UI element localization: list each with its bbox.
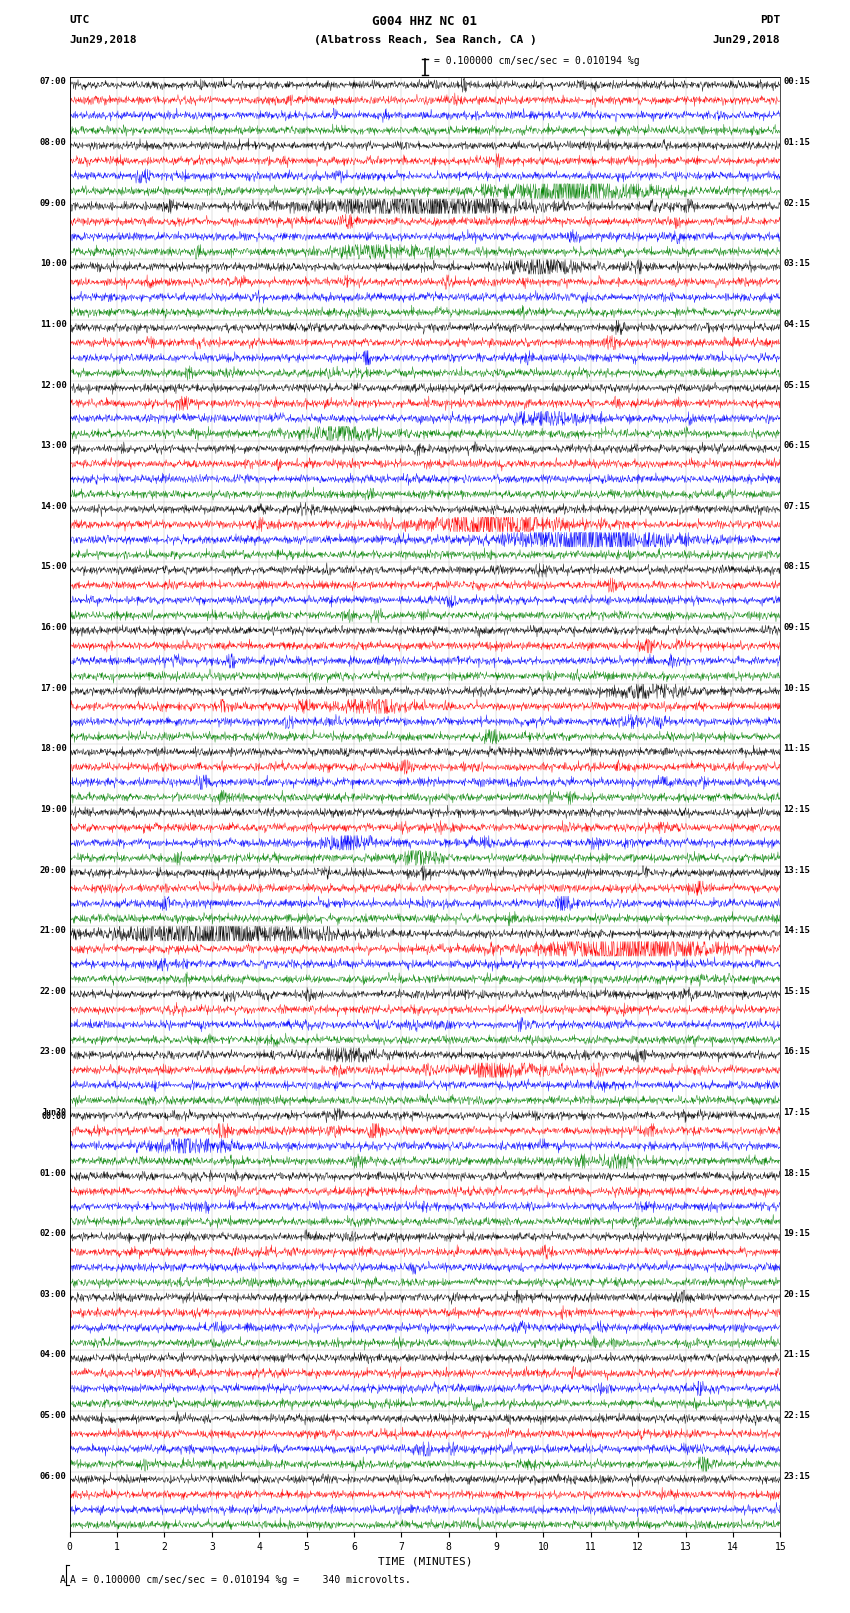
Text: 05:00: 05:00: [40, 1411, 67, 1419]
Text: 16:00: 16:00: [40, 623, 67, 632]
Text: 14:00: 14:00: [40, 502, 67, 511]
Text: 18:00: 18:00: [40, 744, 67, 753]
Text: (Albatross Reach, Sea Ranch, CA ): (Albatross Reach, Sea Ranch, CA ): [314, 35, 536, 45]
Text: 23:15: 23:15: [783, 1471, 810, 1481]
Text: 18:15: 18:15: [783, 1168, 810, 1177]
Text: 15:00: 15:00: [40, 563, 67, 571]
Text: 01:15: 01:15: [783, 139, 810, 147]
Text: 06:15: 06:15: [783, 440, 810, 450]
Text: 02:15: 02:15: [783, 198, 810, 208]
Text: 12:00: 12:00: [40, 381, 67, 389]
Text: 13:15: 13:15: [783, 866, 810, 874]
Text: 22:15: 22:15: [783, 1411, 810, 1419]
Text: UTC: UTC: [70, 16, 90, 26]
Text: 11:00: 11:00: [40, 319, 67, 329]
Text: 04:00: 04:00: [40, 1350, 67, 1360]
Text: 13:00: 13:00: [40, 440, 67, 450]
Text: PDT: PDT: [760, 16, 780, 26]
Text: 16:15: 16:15: [783, 1047, 810, 1057]
Text: 10:15: 10:15: [783, 684, 810, 692]
Text: 07:00: 07:00: [40, 77, 67, 87]
Text: 00:00: 00:00: [42, 1113, 67, 1121]
Text: 09:15: 09:15: [783, 623, 810, 632]
Text: 03:00: 03:00: [40, 1290, 67, 1298]
X-axis label: TIME (MINUTES): TIME (MINUTES): [377, 1557, 473, 1566]
Text: 19:15: 19:15: [783, 1229, 810, 1239]
Text: 20:15: 20:15: [783, 1290, 810, 1298]
Text: 02:00: 02:00: [40, 1229, 67, 1239]
Text: 23:00: 23:00: [40, 1047, 67, 1057]
Text: Jun29,2018: Jun29,2018: [70, 35, 137, 45]
Text: A: A: [60, 1574, 65, 1584]
Text: Jun29,2018: Jun29,2018: [713, 35, 780, 45]
Text: 01:00: 01:00: [40, 1168, 67, 1177]
Text: A = 0.100000 cm/sec/sec = 0.010194 %g =    340 microvolts.: A = 0.100000 cm/sec/sec = 0.010194 %g = …: [70, 1574, 411, 1584]
Text: 09:00: 09:00: [40, 198, 67, 208]
Text: 20:00: 20:00: [40, 866, 67, 874]
Text: 06:00: 06:00: [40, 1471, 67, 1481]
Text: 10:00: 10:00: [40, 260, 67, 268]
Text: 03:15: 03:15: [783, 260, 810, 268]
Text: 14:15: 14:15: [783, 926, 810, 936]
Text: 21:15: 21:15: [783, 1350, 810, 1360]
Text: 08:00: 08:00: [40, 139, 67, 147]
Text: 04:15: 04:15: [783, 319, 810, 329]
Text: 07:15: 07:15: [783, 502, 810, 511]
Text: G004 HHZ NC 01: G004 HHZ NC 01: [372, 16, 478, 29]
Text: 17:00: 17:00: [40, 684, 67, 692]
Text: 21:00: 21:00: [40, 926, 67, 936]
Text: = 0.100000 cm/sec/sec = 0.010194 %g: = 0.100000 cm/sec/sec = 0.010194 %g: [434, 56, 639, 66]
Text: 15:15: 15:15: [783, 987, 810, 995]
Text: 17:15: 17:15: [783, 1108, 810, 1116]
Text: 12:15: 12:15: [783, 805, 810, 815]
Text: 11:15: 11:15: [783, 744, 810, 753]
Text: 00:15: 00:15: [783, 77, 810, 87]
Text: Jun30: Jun30: [42, 1108, 67, 1116]
Text: 05:15: 05:15: [783, 381, 810, 389]
Text: 08:15: 08:15: [783, 563, 810, 571]
Text: 19:00: 19:00: [40, 805, 67, 815]
Text: 22:00: 22:00: [40, 987, 67, 995]
